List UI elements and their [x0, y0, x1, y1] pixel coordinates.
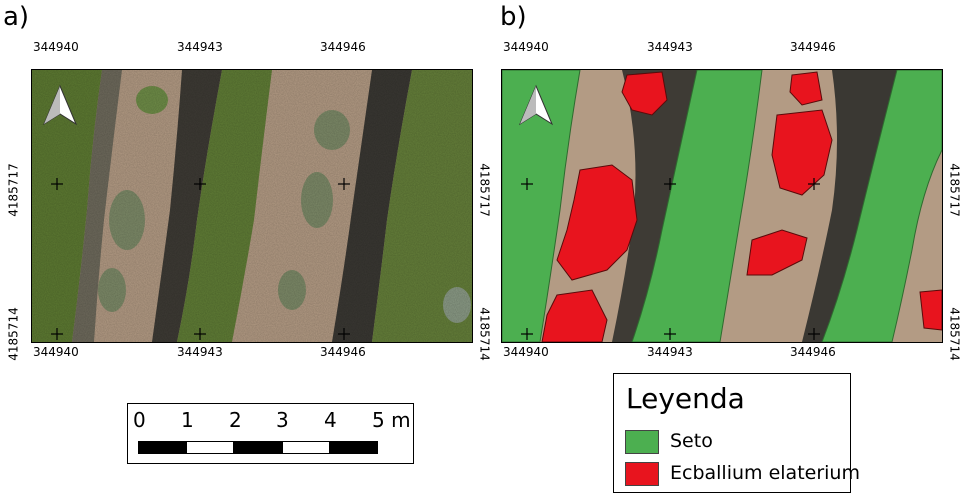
grid-crosses [51, 178, 350, 340]
legend-label-ecballium: Ecballium elaterium [670, 462, 860, 484]
y-tick-right-a-2: 4185714 [477, 307, 492, 361]
map-panel-a[interactable] [31, 69, 473, 343]
scale-label-4: 4 [324, 408, 337, 432]
panel-label-a: a) [3, 2, 30, 32]
x-tick-top-a-2: 344943 [177, 40, 223, 54]
ecballium-polygon [771, 109, 833, 196]
scale-segment [282, 441, 330, 454]
scale-segment [138, 441, 186, 454]
ecballium-polygon [919, 289, 942, 331]
shadow-strip [612, 70, 697, 342]
scale-label-0: 0 [133, 408, 146, 432]
legend-swatch-seto [625, 430, 659, 454]
x-tick-bottom-b-3: 344946 [790, 345, 836, 359]
texture [32, 70, 472, 342]
ecballium-polygon [541, 289, 608, 342]
grid-crosses [521, 178, 820, 340]
shadow-strip [802, 70, 897, 342]
north-arrow-icon [518, 84, 554, 126]
scale-label-1: 1 [181, 408, 194, 432]
scale-label-5: 5 m [372, 408, 411, 432]
ecballium-polygon [621, 71, 668, 116]
x-tick-bottom-a-1: 344940 [33, 345, 79, 359]
panel-label-b: b) [500, 2, 527, 32]
scale-segment [330, 441, 378, 454]
legend: Leyenda Seto Ecballium elaterium [613, 373, 860, 493]
seto-polygon [631, 70, 763, 342]
x-tick-top-b-2: 344943 [647, 40, 693, 54]
x-tick-bottom-b-2: 344943 [647, 345, 693, 359]
orthophoto-a [32, 70, 472, 342]
x-tick-bottom-a-2: 344943 [177, 345, 223, 359]
x-tick-top-b-3: 344946 [790, 40, 836, 54]
north-arrow-icon [42, 84, 78, 126]
x-tick-bottom-a-3: 344946 [320, 345, 366, 359]
map-panel-b[interactable] [501, 69, 943, 343]
y-tick-left-a-1: 4185717 [6, 163, 21, 217]
scale-label-3: 3 [276, 408, 289, 432]
legend-title: Leyenda [626, 382, 745, 415]
classified-map-b [502, 70, 942, 342]
ecballium-polygon [789, 71, 823, 106]
seto-polygon [821, 70, 942, 342]
y-tick-left-a-2: 4185714 [6, 307, 21, 361]
x-tick-top-a-1: 344940 [33, 40, 79, 54]
scale-segment [234, 441, 282, 454]
x-tick-top-b-1: 344940 [503, 40, 549, 54]
y-tick-right-b-2: 4185714 [947, 307, 962, 361]
ecballium-polygon [746, 229, 808, 276]
legend-label-seto: Seto [670, 430, 713, 452]
legend-swatch-ecballium [625, 462, 659, 486]
x-tick-bottom-b-1: 344940 [503, 345, 549, 359]
x-tick-top-a-3: 344946 [320, 40, 366, 54]
seto-polygon [502, 70, 581, 342]
y-tick-right-a-1: 4185717 [477, 163, 492, 217]
scale-label-2: 2 [229, 408, 242, 432]
scale-bar: 0 1 2 3 4 5 m [127, 403, 414, 464]
ecballium-polygon [556, 164, 638, 281]
y-tick-right-b-1: 4185717 [947, 163, 962, 217]
scale-segment [186, 441, 234, 454]
